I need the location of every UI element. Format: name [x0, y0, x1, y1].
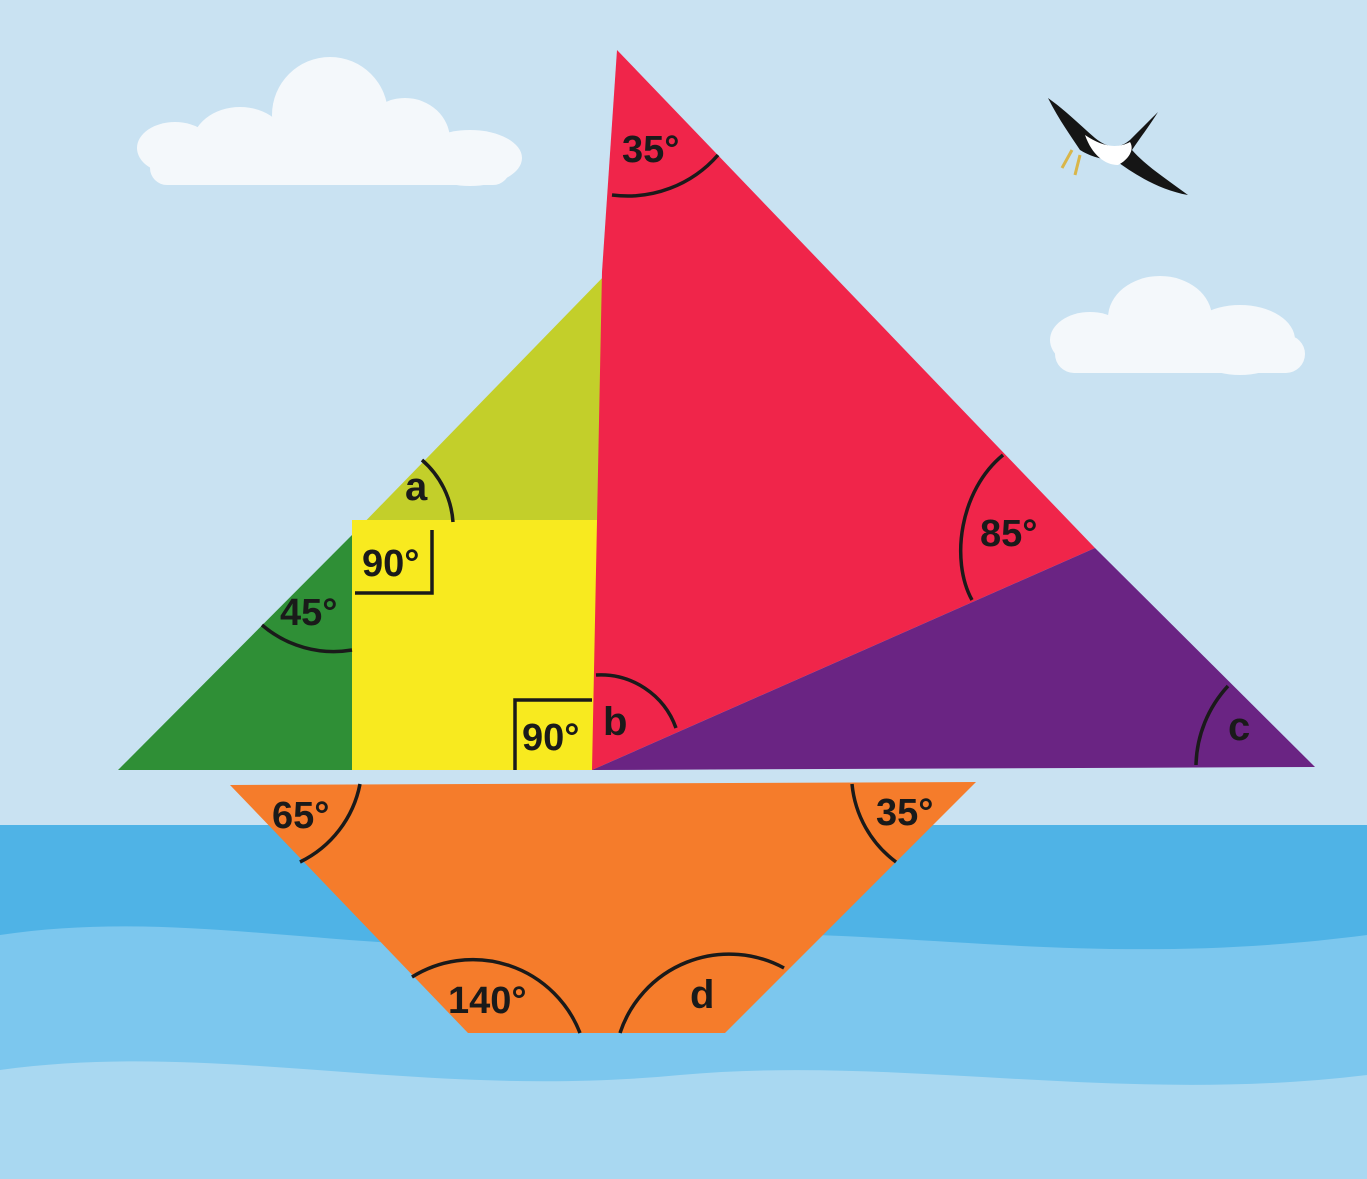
angle-label-red-right: 85° [980, 513, 1037, 555]
lime-triangle [352, 272, 608, 535]
purple-angle-c-arc [1194, 684, 1230, 766]
angle-label-c: c [1228, 705, 1250, 749]
red-bottom-angle-b-arc [595, 673, 678, 729]
angle-label-d: d [690, 973, 714, 1017]
lime-angle-a-arc [420, 458, 455, 523]
seagull-icon [1048, 98, 1188, 195]
angle-label-right-angle-top: 90° [362, 543, 419, 585]
orange-hull-trapezium [230, 782, 976, 1033]
angle-label-green: 45° [280, 592, 337, 634]
red-triangle [592, 50, 1095, 770]
angle-label-a: a [405, 465, 428, 509]
cloud-right [1050, 276, 1305, 375]
angle-label-red-top: 35° [622, 129, 679, 171]
right-angle-box-bottom [513, 698, 592, 770]
hull-bottom-right-arc [618, 952, 785, 1034]
red-top-angle-arc [611, 153, 720, 198]
angle-label-hull-top-right: 35° [876, 792, 933, 834]
green-angle-arc [260, 623, 353, 654]
hull-bottom-left-arc [411, 957, 582, 1034]
yellow-square [352, 520, 602, 770]
angle-label-hull-top-left: 65° [272, 795, 329, 837]
cloud-left [137, 57, 522, 186]
angle-label-right-angle-bottom: 90° [522, 717, 579, 759]
sea-bottom-wave [0, 1061, 1367, 1179]
purple-triangle [592, 548, 1315, 770]
right-angle-box-top [355, 530, 434, 595]
green-triangle [118, 535, 352, 770]
hull-top-right-arc [850, 783, 898, 864]
red-right-angle-arc [958, 453, 1005, 601]
angle-label-hull-bottom-left: 140° [448, 980, 527, 1022]
hull-top-left-arc [299, 783, 362, 864]
angle-label-b: b [603, 700, 627, 744]
